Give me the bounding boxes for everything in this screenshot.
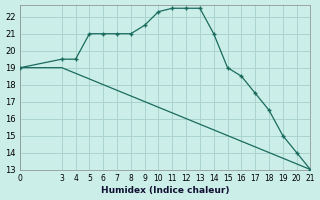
X-axis label: Humidex (Indice chaleur): Humidex (Indice chaleur) <box>101 186 230 195</box>
